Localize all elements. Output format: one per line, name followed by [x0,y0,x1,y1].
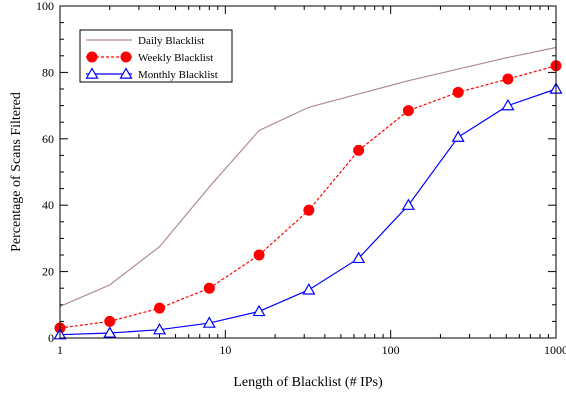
y-tick-label: 100 [36,0,54,13]
series-monthly-blacklist [53,82,563,340]
data-point [352,251,366,264]
data-point [154,302,166,314]
data-point [353,144,365,156]
data-point [103,326,117,338]
x-tick-label: 1000 [544,343,566,357]
y-tick-label: 60 [42,132,54,146]
y-tick-label: 80 [42,65,54,79]
data-point [202,316,216,328]
data-point [452,86,464,98]
data-point [502,73,514,85]
legend-marker [86,51,98,63]
data-point [501,98,515,111]
data-point [104,315,116,327]
data-point [303,204,315,216]
legend-label: Monthly Blacklist [138,69,218,81]
data-point [402,105,414,117]
y-tick-label: 40 [42,198,54,212]
legend-marker [85,67,99,79]
x-tick-label: 10 [219,343,231,357]
x-tick-label: 1 [57,343,63,357]
plot-frame [59,5,557,339]
legend-item: Monthly Blacklist [85,67,218,81]
legend-item: Daily Blacklist [86,35,204,47]
data-point [451,130,465,142]
series-daily-blacklist [59,46,557,308]
y-tick-label: 20 [42,265,54,279]
legend-marker [120,51,132,63]
legend-label: Daily Blacklist [138,35,204,47]
data-point [401,198,415,210]
data-point [252,304,266,317]
series-weekly-blacklist [54,60,562,334]
data-point [203,282,215,294]
data-point [302,283,316,295]
legend-label: Weekly Blacklist [138,52,213,64]
legend-marker [119,67,133,79]
legend-box [79,29,233,83]
y-tick-label: 0 [48,331,54,345]
x-tick-label: 100 [382,343,400,357]
y-axis-title: Percentage of Scans Filtered [9,92,24,252]
legend-item: Weekly Blacklist [86,51,213,64]
series-line [59,46,557,308]
x-axis-title: Length of Blacklist (# IPs) [233,375,383,390]
data-point [153,322,167,335]
data-point [253,249,265,261]
